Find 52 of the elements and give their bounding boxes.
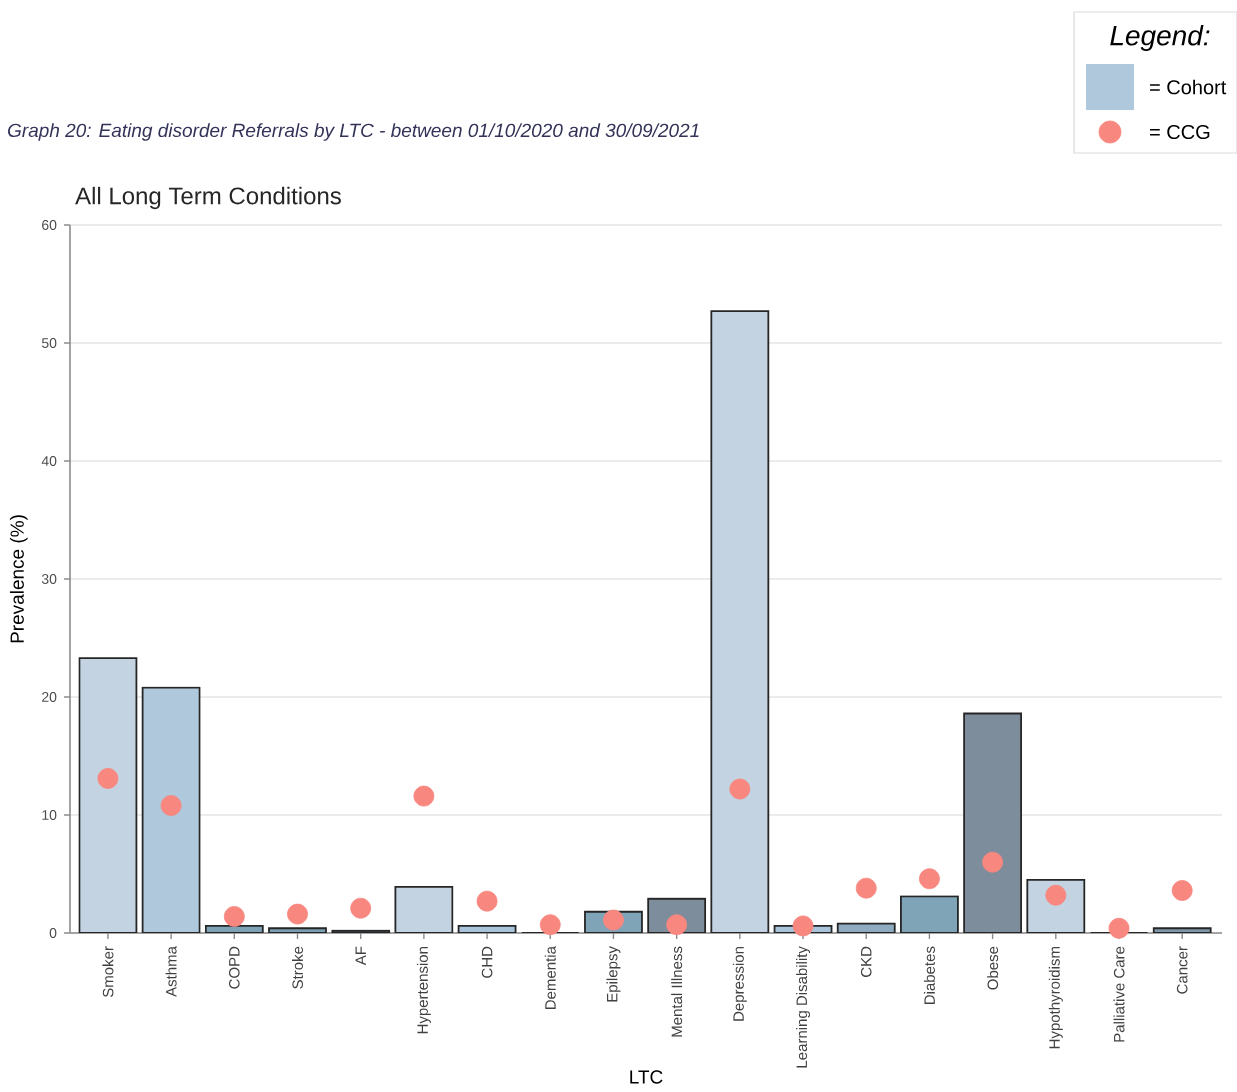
point — [350, 897, 372, 919]
point — [792, 915, 814, 937]
x-tick-label: Palliative Care — [1113, 946, 1125, 1042]
point — [539, 914, 561, 936]
y-tick-label: 20 — [42, 692, 57, 702]
y-tick-label: 30 — [41, 574, 57, 584]
point — [160, 795, 182, 816]
point — [919, 868, 940, 890]
x-tick-label: CHD — [481, 946, 493, 978]
point — [413, 785, 435, 807]
y-tick-label: 50 — [41, 338, 57, 348]
x-tick-label: Stroke — [292, 946, 304, 989]
point — [729, 778, 751, 800]
point — [982, 851, 1004, 873]
point — [1108, 917, 1130, 939]
bar — [394, 886, 454, 933]
x-tick-label: Obese — [987, 946, 999, 990]
x-tick-label: Epilepsy — [606, 946, 621, 1002]
x-tick-label: Depression — [732, 947, 747, 1021]
x-tick-label: Hypothyroidism — [1048, 947, 1063, 1049]
point — [1171, 880, 1193, 901]
x-tick-label: Asthma — [165, 946, 177, 997]
point — [603, 909, 624, 931]
point — [97, 768, 119, 789]
x-tick-label: COPD — [228, 946, 240, 989]
y-tick-label: 40 — [41, 456, 57, 466]
chart-title: Graph 20: Eating disorder Referrals by LTC - between 01/10/2020 and 30/09/2021 — [8, 123, 699, 141]
point — [476, 890, 498, 912]
point — [287, 903, 308, 925]
bar — [900, 895, 959, 933]
y-tick-label: 10 — [42, 810, 57, 820]
x-tick-label: AF — [355, 946, 366, 966]
x-tick-label: Cancer — [1176, 946, 1188, 994]
legend-title: Legend: — [1110, 24, 1210, 52]
legend-label: = CCG — [1150, 124, 1210, 140]
point — [855, 877, 877, 899]
x-tick-label: CKD — [860, 946, 872, 977]
x-tick-label: Hypertension — [416, 947, 431, 1034]
x-tick-label: Learning Disability — [796, 946, 811, 1068]
x-axis-title: LTC — [630, 1070, 663, 1084]
x-tick-label: Diabetes — [923, 946, 935, 1005]
chart-subtitle: All Long Term Conditions — [75, 186, 341, 210]
x-tick-label: Smoker — [102, 946, 114, 998]
legend-label: = Cohort — [1150, 79, 1227, 95]
x-tick-label: Mental Illness — [671, 946, 683, 1037]
point — [1045, 884, 1067, 906]
point — [223, 906, 245, 927]
x-tick-label: Dementia — [544, 946, 556, 1010]
y-axis-title: Prevalence (%) — [9, 515, 28, 643]
y-tick-label: 60 — [42, 220, 57, 230]
y-tick-label: 0 — [49, 928, 57, 938]
point — [666, 914, 688, 936]
